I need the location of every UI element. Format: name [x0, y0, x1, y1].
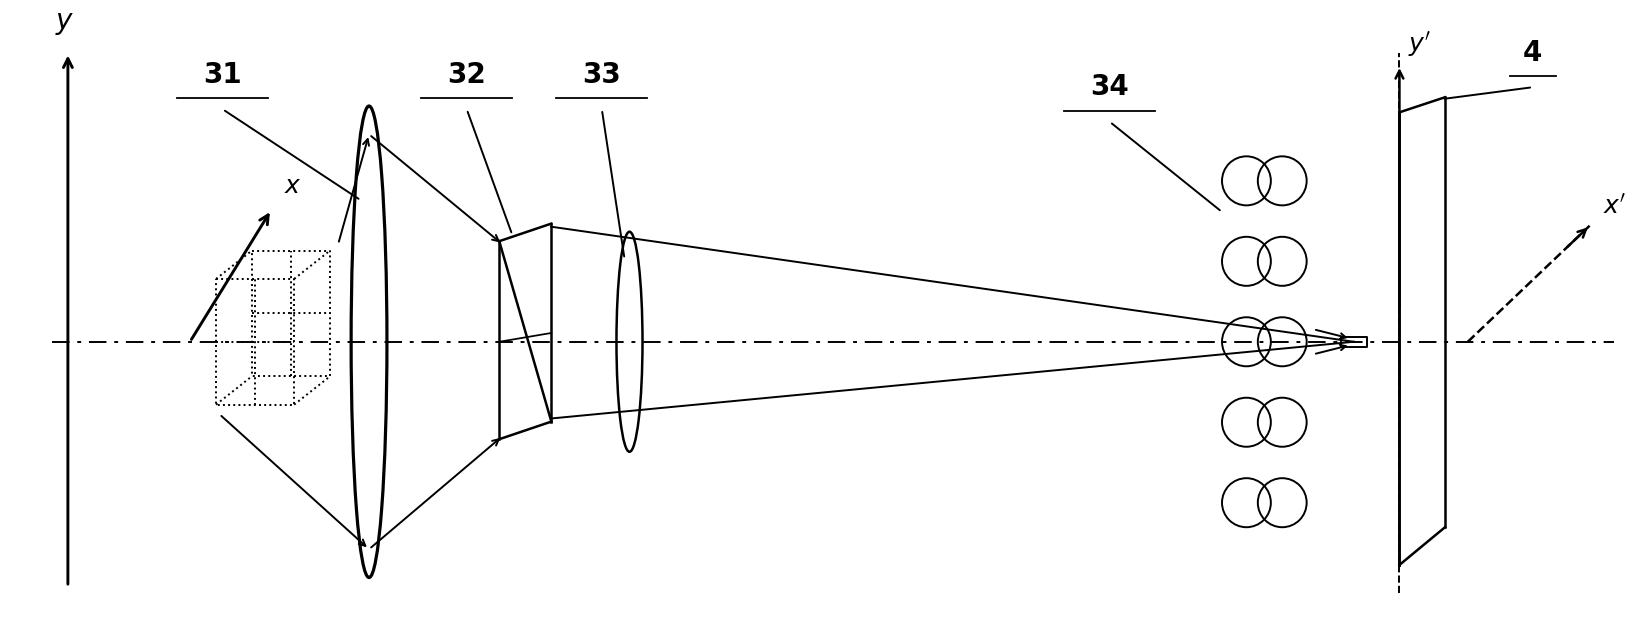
Text: $x$: $x$ — [284, 175, 302, 198]
Text: $y'$: $y'$ — [1408, 30, 1431, 59]
Text: 33: 33 — [582, 61, 621, 88]
Text: $y$: $y$ — [56, 9, 74, 37]
Text: 4: 4 — [1524, 38, 1542, 67]
Text: 34: 34 — [1091, 73, 1130, 101]
Text: $x'$: $x'$ — [1602, 195, 1627, 219]
Text: 32: 32 — [448, 61, 486, 88]
Text: 31: 31 — [203, 61, 242, 88]
